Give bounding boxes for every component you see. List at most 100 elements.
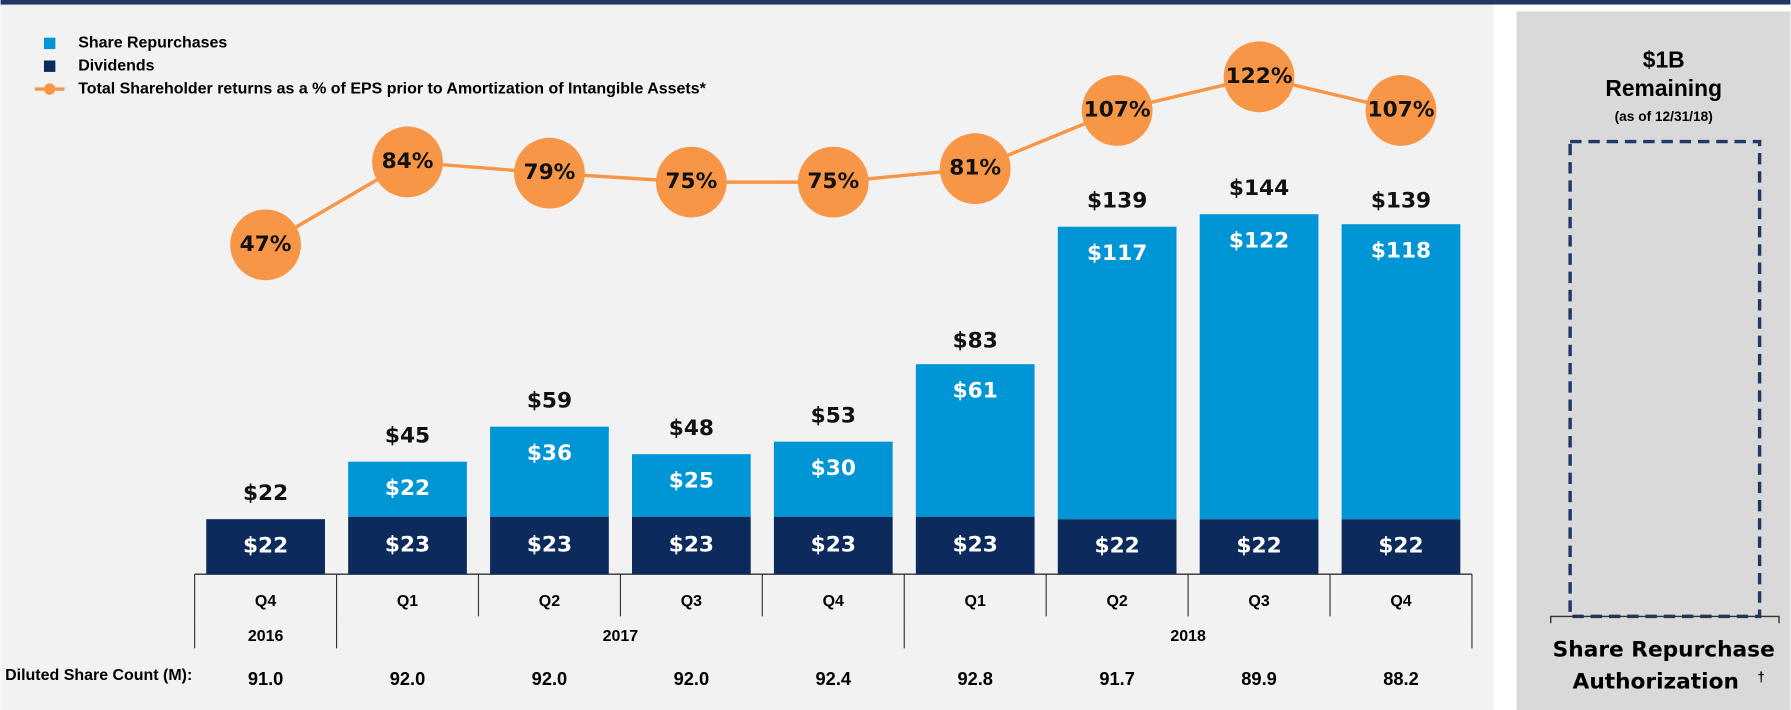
value-label: $22 (385, 476, 430, 501)
side-amount: $1B (1643, 47, 1685, 73)
x-tick-label: Q3 (681, 593, 702, 610)
share-count: 91.7 (1099, 668, 1135, 689)
line-point (514, 137, 585, 209)
side-label: Share Repurchase Authorization (1553, 638, 1775, 695)
total-label: $45 (385, 424, 430, 449)
bar-segment (1199, 214, 1319, 520)
legend-label: Total Shareholder returns as a % of EPS … (78, 80, 706, 97)
legend-dot (43, 83, 56, 95)
line-point (939, 133, 1011, 205)
year-label: 2018 (1170, 628, 1206, 645)
line-point (1223, 41, 1295, 113)
x-tick-label: Q2 (1106, 593, 1127, 610)
line-value-label: 84% (382, 149, 434, 174)
share-count: 91.0 (248, 668, 284, 689)
bar-segment (1341, 224, 1461, 520)
value-label: $22 (1095, 534, 1140, 559)
share-count: 89.9 (1241, 668, 1277, 689)
value-label: $23 (669, 532, 714, 557)
side-panel (1516, 11, 1791, 710)
x-tick-label: Q1 (965, 593, 986, 610)
bar-segment (915, 364, 1035, 517)
x-tick-label: Q2 (539, 593, 560, 610)
legend-swatch (43, 60, 56, 72)
line-point (1365, 75, 1437, 146)
value-label: $22 (1378, 534, 1423, 559)
bar-segment (490, 426, 609, 517)
bar-segment (490, 516, 609, 575)
x-tick-label: Q1 (397, 593, 418, 610)
line-point (372, 126, 443, 198)
line-value-label: 75% (807, 169, 859, 194)
share-count-label: Diluted Share Count (M): (5, 667, 192, 684)
value-label: $23 (811, 532, 856, 557)
bar-segment (1341, 519, 1461, 575)
bar-segment (1057, 226, 1177, 520)
bar-segment (348, 461, 467, 517)
total-label: $139 (1087, 189, 1147, 214)
total-label: $83 (953, 329, 998, 354)
value-label: $23 (385, 532, 430, 557)
bar-segment (773, 441, 893, 517)
line-value-label: 107% (1084, 97, 1151, 122)
value-label: $30 (811, 456, 856, 481)
line-point (1081, 75, 1153, 146)
line-value-label: 107% (1368, 97, 1435, 122)
legend-swatch (43, 37, 56, 50)
x-tick-label: Q4 (823, 593, 844, 610)
value-label: $118 (1371, 239, 1431, 264)
side-status: Remaining (1605, 75, 1722, 101)
bar-segment (348, 516, 467, 575)
legend-label: Share Repurchases (78, 35, 227, 52)
share-count: 92.8 (957, 668, 993, 689)
value-label: $122 (1229, 229, 1289, 254)
share-count: 92.4 (816, 668, 852, 689)
value-label: $23 (527, 532, 572, 557)
side-label-text: Share Repurchase (1553, 638, 1775, 663)
bar-segment (1057, 519, 1177, 575)
year-label: 2017 (603, 628, 639, 645)
bar-segment (632, 516, 751, 575)
bar-segment (773, 516, 893, 575)
share-count: 88.2 (1383, 668, 1419, 689)
side-label-line2: Authorization (1573, 670, 1739, 695)
side-mark: † (1757, 670, 1765, 685)
total-label: $22 (243, 481, 288, 506)
line-point (230, 209, 301, 281)
value-label: $25 (669, 469, 714, 494)
x-tick-label: Q3 (1248, 593, 1269, 610)
share-count: 92.0 (390, 668, 426, 689)
line-point (797, 146, 869, 218)
legend-label: Dividends (78, 57, 154, 74)
total-label: $48 (669, 416, 714, 441)
share-count: 92.0 (674, 668, 710, 689)
value-label: $61 (953, 379, 998, 404)
bar-segment (915, 516, 1035, 575)
share-count: 92.0 (532, 668, 568, 689)
value-label: $23 (953, 532, 998, 557)
value-label: $22 (243, 534, 288, 559)
line-value-label: 79% (524, 160, 576, 185)
side-as-of: (as of 12/31/18) (1615, 109, 1713, 124)
total-label: $53 (811, 404, 856, 429)
year-label: 2016 (248, 628, 284, 645)
bar-segment (206, 519, 325, 575)
x-tick-label: Q4 (255, 593, 276, 610)
bracket (1550, 615, 1780, 624)
x-tick-label: Q4 (1390, 593, 1411, 610)
line-point (655, 146, 727, 218)
value-label: $36 (527, 441, 572, 466)
bar-segment (632, 454, 751, 517)
total-label: $139 (1371, 189, 1431, 214)
line-value-label: 47% (240, 232, 292, 257)
line-value-label: 81% (949, 156, 1001, 181)
line-value-label: 75% (665, 169, 717, 194)
value-label: $117 (1087, 241, 1147, 266)
line-value-label: 122% (1226, 64, 1293, 89)
top-rule (0, 0, 1791, 5)
total-label: $144 (1229, 176, 1289, 201)
value-label: $22 (1236, 534, 1281, 559)
bar-segment (1199, 519, 1319, 575)
